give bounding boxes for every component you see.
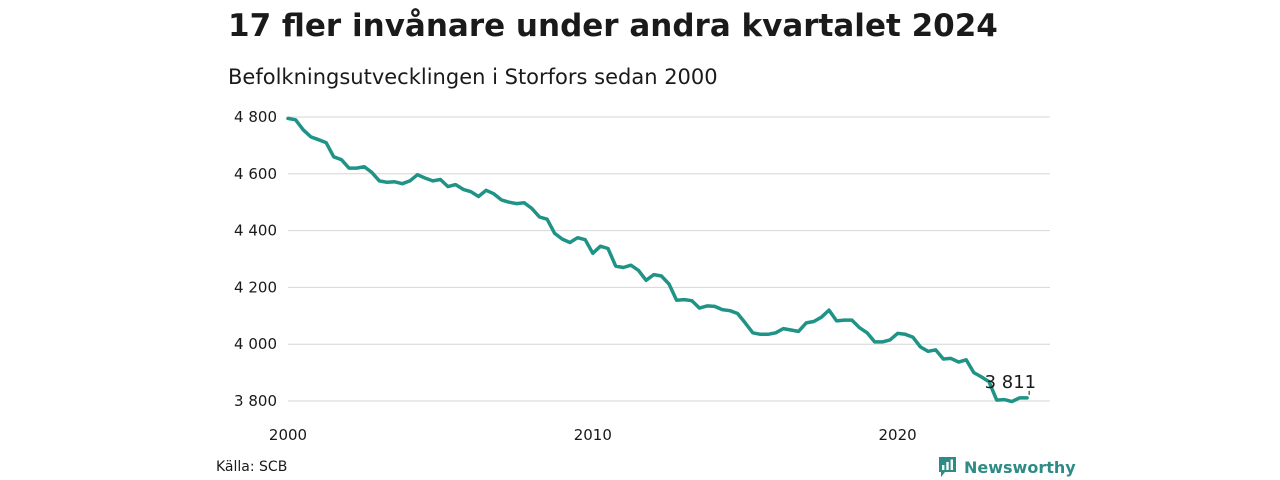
- end-value-label: 3 811: [985, 372, 1037, 393]
- y-tick-label: 3 800: [234, 392, 277, 410]
- y-axis-ticks: 3 800 4 000 4 200 4 400 4 600 4 800: [234, 108, 277, 410]
- chart-title: 17 fler invånare under andra kvartalet 2…: [228, 8, 998, 44]
- x-tick-label: 2020: [879, 426, 917, 444]
- x-tick-label: 2010: [574, 426, 612, 444]
- brand-name: Newsworthy: [964, 457, 1076, 477]
- y-tick-label: 4 000: [234, 335, 277, 353]
- source-note: Källa: SCB: [216, 459, 288, 475]
- population-line: [286, 116, 1029, 404]
- y-tick-label: 4 600: [234, 165, 277, 183]
- gridlines: [288, 116, 1050, 402]
- y-tick-label: 4 200: [234, 278, 277, 296]
- x-axis-ticks: 2000 2010 2020: [269, 426, 917, 444]
- brand[interactable]: Newsworthy: [938, 455, 1076, 479]
- y-tick-label: 4 400: [234, 222, 277, 240]
- chart-subtitle: Befolkningsutvecklingen i Storfors sedan…: [228, 65, 718, 89]
- newsworthy-logo-icon: [939, 457, 956, 477]
- data-points: [287, 118, 1028, 402]
- x-tick-label: 2000: [269, 426, 307, 444]
- y-tick-label: 4 800: [234, 108, 277, 126]
